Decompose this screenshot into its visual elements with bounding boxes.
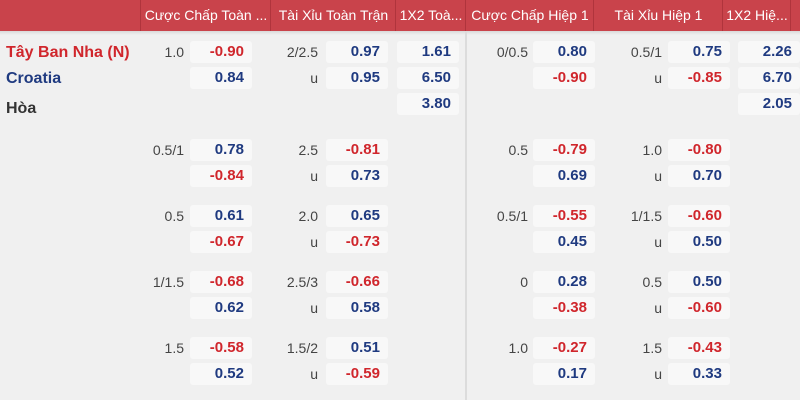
- h1_ou-line: 1.5: [642, 340, 662, 356]
- h1_ou-odds[interactable]: -0.60: [668, 297, 730, 319]
- ft_hdp-odds[interactable]: -0.58: [190, 337, 252, 359]
- ft_hdp-line: 1/1.5: [152, 274, 184, 290]
- under-label: u: [654, 300, 662, 316]
- h1-1x2-odds[interactable]: 6.70: [738, 67, 800, 89]
- h1_ou-odds[interactable]: -0.43: [668, 337, 730, 359]
- under-label: u: [654, 234, 662, 250]
- h1_ou-line: 0.5/1: [630, 44, 662, 60]
- h1_ou-odds[interactable]: 0.50: [668, 271, 730, 293]
- h1_hdp-odds[interactable]: 0.80: [533, 41, 595, 63]
- ft_ou-line: 2/2.5: [286, 44, 318, 60]
- team-name: Hòa: [6, 100, 37, 117]
- header-ft-handicap[interactable]: Cược Chấp Toàn ...: [140, 0, 271, 31]
- ft-1x2-odds[interactable]: 6.50: [397, 67, 459, 89]
- h1_hdp-odds[interactable]: -0.27: [533, 337, 595, 359]
- h1_ou-odds[interactable]: 0.75: [668, 41, 730, 63]
- under-label: u: [654, 366, 662, 382]
- ft_hdp-odds[interactable]: 0.62: [190, 297, 252, 319]
- half-divider: [465, 31, 467, 400]
- ft_ou-odds[interactable]: 0.65: [326, 205, 388, 227]
- ft_ou-odds[interactable]: -0.59: [326, 363, 388, 385]
- h1_hdp-odds[interactable]: 0.69: [533, 165, 595, 187]
- under-label: u: [310, 234, 318, 250]
- odds-table-header: Cược Chấp Toàn ... Tài Xỉu Toàn Trận 1X2…: [0, 0, 800, 31]
- h1_hdp-line: 0/0.5: [496, 44, 528, 60]
- ft_hdp-odds[interactable]: 0.84: [190, 67, 252, 89]
- h1-1x2-odds[interactable]: 2.26: [738, 41, 800, 63]
- h1_ou-odds[interactable]: -0.80: [668, 139, 730, 161]
- under-label: u: [310, 366, 318, 382]
- h1_hdp-odds[interactable]: 0.28: [533, 271, 595, 293]
- team-name: Croatia: [6, 70, 62, 87]
- header-h1-1x2[interactable]: 1X2 Hiệ...: [722, 0, 791, 31]
- ft_hdp-odds[interactable]: -0.67: [190, 231, 252, 253]
- h1_ou-odds[interactable]: 0.70: [668, 165, 730, 187]
- header-h1-over-under[interactable]: Tài Xỉu Hiệp 1: [593, 0, 723, 31]
- h1_ou-line: 0.5: [642, 274, 662, 290]
- h1_ou-odds[interactable]: -0.60: [668, 205, 730, 227]
- h1_hdp-odds[interactable]: 0.45: [533, 231, 595, 253]
- ft_hdp-odds[interactable]: -0.84: [190, 165, 252, 187]
- ft_ou-odds[interactable]: 0.95: [326, 67, 388, 89]
- header-shadow: [0, 31, 800, 35]
- ft_ou-line: 2.5: [298, 142, 318, 158]
- h1_ou-odds[interactable]: 0.50: [668, 231, 730, 253]
- h1_hdp-odds[interactable]: -0.79: [533, 139, 595, 161]
- h1_hdp-odds[interactable]: -0.55: [533, 205, 595, 227]
- ft_ou-line: 2.0: [298, 208, 318, 224]
- ft_hdp-odds[interactable]: -0.68: [190, 271, 252, 293]
- ft-1x2-odds[interactable]: 1.61: [397, 41, 459, 63]
- ft-1x2-odds[interactable]: 3.80: [397, 93, 459, 115]
- ft_ou-odds[interactable]: 0.97: [326, 41, 388, 63]
- under-label: u: [310, 300, 318, 316]
- h1_hdp-odds[interactable]: 0.17: [533, 363, 595, 385]
- under-label: u: [654, 168, 662, 184]
- header-spacer: [790, 0, 800, 31]
- ft_ou-odds[interactable]: -0.81: [326, 139, 388, 161]
- h1_hdp-line: 0.5: [508, 142, 528, 158]
- header-h1-handicap[interactable]: Cược Chấp Hiệp 1: [465, 0, 594, 31]
- h1_ou-odds[interactable]: -0.85: [668, 67, 730, 89]
- ft_ou-line: 1.5/2: [286, 340, 318, 356]
- h1_hdp-odds[interactable]: -0.38: [533, 297, 595, 319]
- ft_hdp-odds[interactable]: -0.90: [190, 41, 252, 63]
- ft_hdp-line: 1.0: [164, 44, 184, 60]
- h1_ou-line: 1.0: [642, 142, 662, 158]
- h1_hdp-line: 0: [520, 274, 528, 290]
- ft_hdp-line: 0.5: [164, 208, 184, 224]
- header-ft-1x2[interactable]: 1X2 Toà...: [395, 0, 466, 31]
- ft_hdp-odds[interactable]: 0.52: [190, 363, 252, 385]
- ft_hdp-line: 1.5: [164, 340, 184, 356]
- h1_ou-odds[interactable]: 0.33: [668, 363, 730, 385]
- ft_ou-odds[interactable]: 0.58: [326, 297, 388, 319]
- ft_hdp-odds[interactable]: 0.61: [190, 205, 252, 227]
- ft_ou-odds[interactable]: -0.66: [326, 271, 388, 293]
- ft_ou-odds[interactable]: 0.51: [326, 337, 388, 359]
- under-label: u: [310, 70, 318, 86]
- ft_hdp-line: 0.5/1: [152, 142, 184, 158]
- ft_hdp-odds[interactable]: 0.78: [190, 139, 252, 161]
- h1_hdp-line: 0.5/1: [496, 208, 528, 224]
- header-ft-over-under[interactable]: Tài Xỉu Toàn Trận: [270, 0, 396, 31]
- ft_ou-odds[interactable]: 0.73: [326, 165, 388, 187]
- h1-1x2-odds[interactable]: 2.05: [738, 93, 800, 115]
- h1_ou-line: 1/1.5: [630, 208, 662, 224]
- ft_ou-odds[interactable]: -0.73: [326, 231, 388, 253]
- team-name: Tây Ban Nha (N): [6, 44, 130, 61]
- h1_hdp-line: 1.0: [508, 340, 528, 356]
- under-label: u: [654, 70, 662, 86]
- h1_hdp-odds[interactable]: -0.90: [533, 67, 595, 89]
- ft_ou-line: 2.5/3: [286, 274, 318, 290]
- under-label: u: [310, 168, 318, 184]
